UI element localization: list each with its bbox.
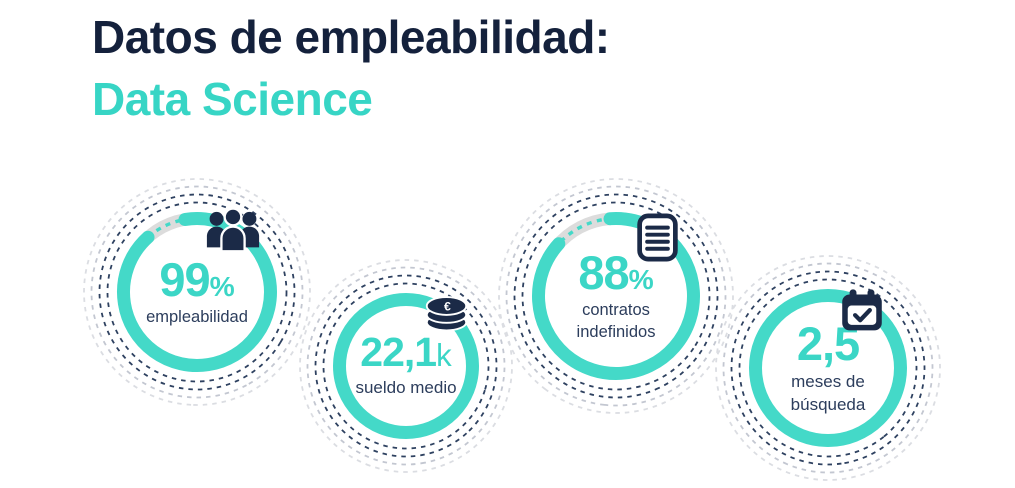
- page-title: Datos de empleabilidad: Data Science: [92, 6, 610, 130]
- progress-ring-sueldo-medio: [299, 259, 513, 473]
- euro-coins-icon: €: [423, 292, 470, 334]
- stat-circle-empleabilidad: 99% empleabilidad: [77, 172, 317, 412]
- progress-ring-busqueda: [715, 255, 941, 481]
- progress-ring-empleabilidad: [83, 178, 311, 406]
- contract-document-icon: [634, 212, 681, 263]
- page-title-line2: Data Science: [92, 73, 373, 125]
- svg-text:€: €: [444, 300, 451, 314]
- stat-circle-sueldo-medio: 22,1k sueldo medio €: [293, 253, 519, 479]
- progress-ring-contratos: [498, 178, 734, 414]
- stat-circle-meses-busqueda: 2,5 meses de búsqueda: [709, 249, 947, 487]
- people-group-icon: [204, 206, 262, 254]
- calendar-check-icon: [839, 288, 885, 335]
- page-title-line1: Datos de empleabilidad:: [92, 11, 610, 63]
- stat-circle-contratos-indefinidos: 88% contratos indefinidos: [492, 172, 740, 420]
